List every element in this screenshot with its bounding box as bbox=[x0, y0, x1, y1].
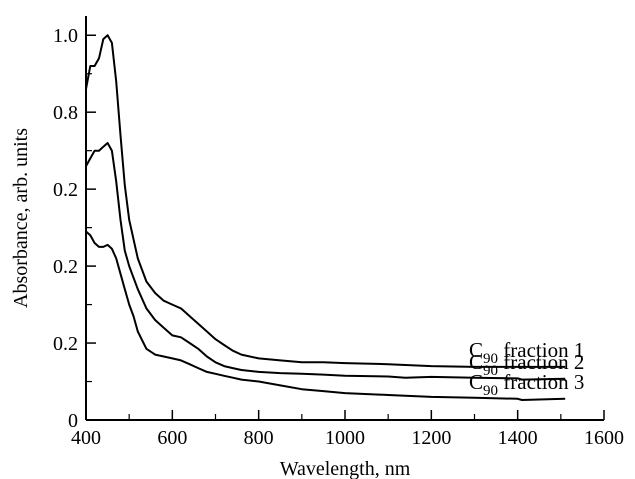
x-tick-label: 600 bbox=[157, 427, 187, 449]
series-label-subscript: 90 bbox=[483, 363, 498, 379]
y-tick-label: 0 bbox=[68, 410, 78, 432]
series-label-2: C90 fraction 2 bbox=[469, 350, 584, 379]
x-tick-label: 1400 bbox=[498, 427, 538, 449]
y-axis-title: Absorbance, arb. units bbox=[10, 128, 32, 308]
y-tick-label: 0.8 bbox=[53, 102, 78, 124]
series-label-main: C bbox=[469, 338, 483, 362]
x-tick-label: 1600 bbox=[584, 427, 624, 449]
series-label-subscript: 90 bbox=[483, 383, 498, 399]
x-tick-label: 1200 bbox=[411, 427, 451, 449]
series-line-2 bbox=[85, 142, 566, 381]
y-tick-label: 0.2 bbox=[53, 179, 78, 201]
series-label-subscript: 90 bbox=[483, 351, 498, 367]
x-axis-ticks: 400 600 800 1000 1200 1400 1600 bbox=[71, 410, 624, 449]
x-axis-title: Wavelength, nm bbox=[280, 458, 411, 479]
series-label-rest: fraction 3 bbox=[498, 370, 584, 394]
series-line-1 bbox=[85, 34, 566, 368]
y-axis-ticks: 0 0.2 0.2 0.2 0.8 1.0 bbox=[53, 25, 96, 432]
y-tick-label: 0.2 bbox=[53, 256, 78, 278]
series-line-3 bbox=[85, 230, 566, 401]
series-label-main: C bbox=[469, 370, 483, 394]
y-tick-label: 0.2 bbox=[53, 333, 78, 355]
series-label-1: C90 fraction 1 bbox=[469, 338, 584, 367]
series-label-rest: fraction 1 bbox=[498, 338, 584, 362]
x-tick-label: 1000 bbox=[325, 427, 365, 449]
y-tick-label: 1.0 bbox=[53, 25, 78, 47]
series-label-rest: fraction 2 bbox=[498, 350, 584, 374]
series-label-3: C90 fraction 3 bbox=[469, 370, 584, 399]
x-tick-label: 400 bbox=[71, 427, 101, 449]
x-tick-label: 800 bbox=[244, 427, 274, 449]
series-lines bbox=[85, 34, 566, 401]
series-label-main: C bbox=[469, 350, 483, 374]
